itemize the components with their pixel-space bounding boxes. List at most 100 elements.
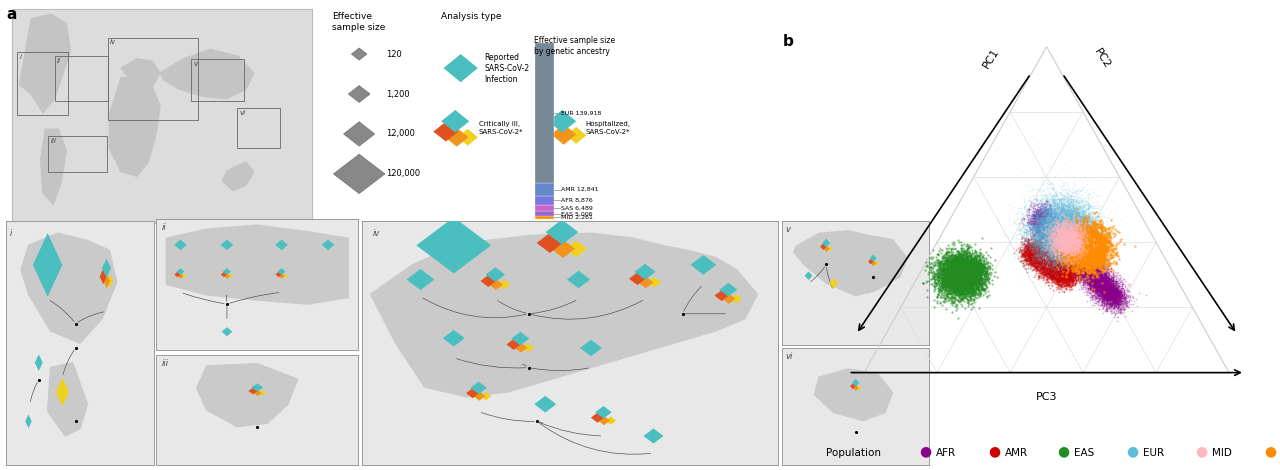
Point xyxy=(1050,227,1070,234)
Point xyxy=(1051,185,1071,193)
Point xyxy=(1033,224,1053,231)
Point xyxy=(1042,256,1062,264)
Point xyxy=(1029,216,1050,224)
Point xyxy=(1039,222,1060,230)
Point xyxy=(1042,229,1062,237)
Point xyxy=(1047,229,1068,236)
Point xyxy=(1050,213,1070,221)
Point xyxy=(1069,229,1089,236)
Point xyxy=(1032,214,1052,221)
Point xyxy=(1082,215,1102,223)
Point xyxy=(1038,227,1059,235)
Point xyxy=(1062,236,1083,243)
Point xyxy=(1027,232,1047,239)
Point xyxy=(1071,232,1092,239)
Point xyxy=(1062,227,1083,234)
Point xyxy=(1034,225,1055,233)
Point xyxy=(1062,254,1083,261)
Point xyxy=(1057,238,1078,246)
Point xyxy=(1060,232,1080,240)
Point xyxy=(1032,235,1052,243)
Point xyxy=(964,267,984,274)
Point xyxy=(1047,280,1068,287)
Point xyxy=(1039,231,1060,239)
Point xyxy=(1050,223,1070,230)
Point xyxy=(1044,237,1065,245)
Point xyxy=(1050,224,1070,232)
Point xyxy=(1051,264,1071,271)
Point xyxy=(1037,224,1057,231)
Point xyxy=(1061,253,1082,260)
Point xyxy=(1089,275,1110,283)
Point xyxy=(1094,299,1115,306)
Point xyxy=(1052,224,1073,231)
Point xyxy=(1071,239,1092,246)
Point xyxy=(1046,232,1066,240)
Point xyxy=(1102,286,1123,293)
Point xyxy=(1093,281,1114,289)
Point xyxy=(1060,230,1080,238)
Point xyxy=(1091,260,1111,268)
Point xyxy=(1050,242,1070,250)
Point xyxy=(1066,217,1087,224)
Point xyxy=(1039,259,1060,266)
Point xyxy=(1034,251,1055,259)
Point xyxy=(1069,215,1089,222)
Point xyxy=(1107,293,1128,300)
Point xyxy=(1024,251,1044,258)
Point xyxy=(1059,235,1079,243)
Point xyxy=(1051,227,1071,235)
Point xyxy=(1061,252,1082,259)
Point xyxy=(1053,239,1074,247)
Point xyxy=(1038,229,1059,236)
Point xyxy=(1065,238,1085,245)
Point xyxy=(1066,263,1087,270)
Point xyxy=(1080,230,1101,238)
Point xyxy=(1051,232,1071,240)
Point xyxy=(1070,262,1091,270)
Point xyxy=(1050,209,1070,216)
Point xyxy=(1070,220,1091,227)
Point xyxy=(954,274,974,282)
Point xyxy=(1075,218,1096,226)
Point xyxy=(1073,231,1093,238)
Point xyxy=(957,290,978,298)
Point xyxy=(1071,226,1092,233)
Point xyxy=(1061,237,1082,244)
Point xyxy=(1030,233,1051,240)
Point xyxy=(1059,214,1079,222)
Point xyxy=(1044,219,1065,226)
Point xyxy=(1061,230,1082,237)
Point xyxy=(1050,243,1070,250)
Point xyxy=(1087,232,1107,240)
Point xyxy=(1041,222,1061,230)
Point xyxy=(1043,265,1064,272)
Point xyxy=(950,274,970,282)
Point xyxy=(1085,221,1106,229)
Point xyxy=(1053,232,1074,240)
Point xyxy=(1042,213,1062,221)
Point xyxy=(1088,283,1108,291)
Point xyxy=(1061,211,1082,219)
Point xyxy=(940,264,960,272)
Point xyxy=(957,290,978,297)
Point xyxy=(1023,259,1043,267)
Point xyxy=(1043,229,1064,237)
Point xyxy=(1039,216,1060,224)
Point xyxy=(1078,232,1098,239)
Point xyxy=(1056,242,1076,250)
Point xyxy=(1041,211,1061,219)
Point xyxy=(1107,289,1128,296)
Point xyxy=(1059,215,1079,223)
Point xyxy=(1066,251,1087,258)
Point xyxy=(1069,234,1089,241)
Point xyxy=(1100,277,1120,284)
Point xyxy=(1034,268,1055,275)
Point xyxy=(1033,209,1053,216)
Point xyxy=(1042,246,1062,253)
Point xyxy=(1047,250,1068,258)
Point xyxy=(1039,237,1060,245)
Point xyxy=(1062,236,1083,244)
Point xyxy=(1061,231,1082,238)
Point xyxy=(1076,269,1097,277)
